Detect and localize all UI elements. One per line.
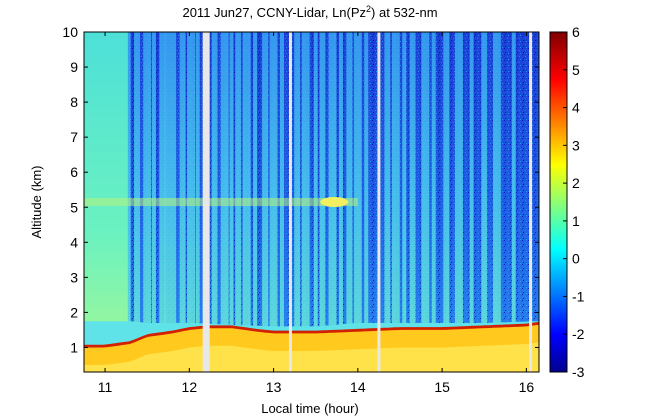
- data-gap: [529, 32, 533, 372]
- x-tick-label: 12: [182, 379, 198, 395]
- signal-column: [384, 32, 391, 372]
- signal-column: [443, 32, 450, 372]
- signal-column: [454, 32, 463, 372]
- y-tick-label: 3: [70, 269, 78, 285]
- colorbar-tick-label: 5: [572, 62, 580, 78]
- signal-column: [409, 32, 416, 372]
- y-tick-label: 1: [70, 339, 78, 355]
- colorbar-tick-label: 6: [572, 24, 580, 40]
- data-gap: [377, 32, 381, 372]
- colorbar-tick-label: 0: [572, 251, 580, 267]
- x-tick-label: 15: [434, 379, 450, 395]
- plot-frame: [83, 31, 540, 373]
- data-gaps: [202, 32, 533, 372]
- colorbar-tick-label: -1: [572, 288, 585, 304]
- boundary-layer-lower: [84, 342, 539, 372]
- x-tick-label: 16: [519, 379, 535, 395]
- x-tick-label: 14: [350, 379, 366, 395]
- y-axis-ticks: 1 2 3 4 5 6 7 8 9 10: [62, 24, 539, 355]
- signal-column: [481, 32, 488, 372]
- colorbar: [549, 31, 568, 373]
- y-tick-label: 10: [62, 24, 78, 40]
- x-tick-label: 11: [98, 379, 113, 395]
- x-axis-ticks: 11 12 13 14 15 16: [98, 32, 535, 395]
- cloud-layer: [84, 197, 358, 207]
- x-tick-label: 13: [266, 379, 282, 395]
- y-tick-label: 2: [70, 304, 78, 320]
- signal-column: [492, 32, 501, 372]
- signal-column: [364, 32, 369, 372]
- signal-column: [511, 32, 516, 372]
- y-tick-label: 7: [70, 129, 78, 145]
- cloud-band: [84, 198, 358, 206]
- signal-column: [469, 32, 474, 372]
- colorbar-tick-label: 2: [572, 175, 580, 191]
- y-tick-label: 8: [70, 94, 78, 110]
- colorbar-tick-label: 1: [572, 213, 580, 229]
- signal-column: [391, 32, 400, 372]
- y-tick-label: 9: [70, 59, 78, 75]
- colorbar-tick-label: 3: [572, 137, 580, 153]
- x-axis-label: Local time (hour): [261, 401, 359, 416]
- data-gap: [288, 32, 292, 372]
- y-tick-label: 6: [70, 164, 78, 180]
- colorbar-ticks: -3 -2 -1 0 1 2 3 4 5 6: [563, 24, 585, 380]
- signal-column: [402, 32, 407, 372]
- y-axis-label: Altitude (km): [29, 166, 44, 239]
- cloud-patch: [320, 197, 349, 207]
- colorbar-tick-label: -2: [572, 326, 585, 342]
- y-tick-label: 4: [70, 234, 78, 250]
- heatmap-plot: [84, 32, 539, 372]
- y-tick-label: 5: [70, 199, 78, 215]
- colorbar-tick-label: -3: [572, 364, 585, 380]
- signal-column: [421, 32, 430, 372]
- data-gap: [202, 32, 210, 372]
- colorbar-tick-label: 4: [572, 100, 580, 116]
- signal-column: [431, 32, 436, 372]
- chart-title: 2011 Jun27, CCNY-Lidar, Ln(Pz2) at 532-n…: [182, 4, 437, 20]
